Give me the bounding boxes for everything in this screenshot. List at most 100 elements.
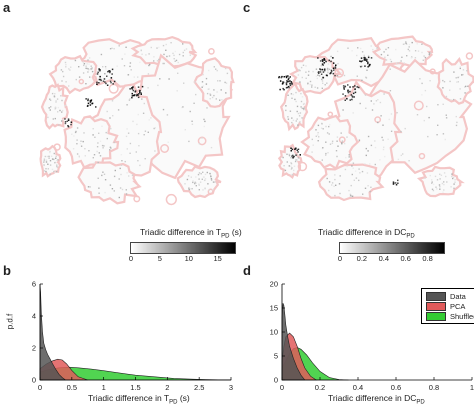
- map-island-outline: [53, 143, 61, 151]
- map-speckle: [383, 146, 385, 148]
- map-speckle: [184, 129, 186, 131]
- map-hotspot: [110, 81, 112, 84]
- map-hotspot: [347, 90, 349, 93]
- map-speckle: [352, 112, 354, 114]
- map-speckle: [299, 121, 301, 123]
- map-region-outline: [277, 143, 303, 180]
- map-hotspot: [282, 87, 284, 90]
- map-speckle: [50, 155, 53, 157]
- map-speckle: [452, 177, 454, 180]
- map-hotspot: [353, 96, 355, 98]
- map-speckle: [358, 65, 361, 67]
- map-hotspot: [285, 76, 288, 79]
- map-speckle: [292, 173, 294, 176]
- map-hotspot: [288, 77, 290, 80]
- map-speckle: [462, 73, 464, 76]
- plot-b-xlabel-suffix: (s): [177, 393, 190, 403]
- map-hotspot: [285, 83, 288, 86]
- map-speckle: [135, 151, 137, 153]
- map-speckle: [296, 154, 298, 156]
- map-speckle: [105, 131, 107, 134]
- map-speckle: [153, 60, 155, 62]
- map-speckle: [162, 108, 165, 111]
- map-speckle: [300, 100, 303, 103]
- map-speckle: [49, 150, 51, 153]
- map-speckle: [149, 63, 151, 66]
- map-speckle: [301, 96, 304, 98]
- map-speckle: [419, 78, 421, 80]
- map-speckle: [390, 113, 393, 115]
- map-hotspot: [286, 80, 288, 82]
- map-hotspot: [366, 58, 368, 61]
- map-speckle: [212, 181, 215, 183]
- colorbar-c: [339, 242, 445, 254]
- map-hotspot: [334, 66, 337, 68]
- map-speckle: [89, 76, 91, 78]
- map-speckle: [340, 132, 342, 134]
- map-speckle: [94, 136, 96, 138]
- map-island-outline: [465, 52, 474, 60]
- plot-b-xlabel-main: Triadic difference in T: [88, 393, 170, 403]
- map-hotspot: [297, 148, 300, 151]
- map-speckle: [282, 156, 284, 159]
- map-speckle: [186, 178, 189, 181]
- map-speckle: [421, 43, 423, 45]
- x-tick-label: 1: [102, 383, 106, 390]
- plot-b-ylabel: p.d.f: [5, 313, 15, 330]
- y-tick-label: 0: [32, 376, 36, 385]
- map-speckle: [461, 74, 463, 76]
- map-speckle: [102, 147, 104, 149]
- map-speckle: [117, 109, 120, 111]
- map-hotspot: [113, 80, 116, 83]
- map-hotspot: [132, 89, 135, 92]
- map-speckle: [64, 61, 67, 64]
- map-speckle: [91, 67, 93, 69]
- map-speckle: [98, 192, 100, 194]
- map-speckle: [300, 66, 303, 69]
- map-speckle: [187, 175, 190, 177]
- map-hotspot: [131, 88, 134, 90]
- map-speckle: [147, 87, 149, 89]
- map-speckle: [139, 164, 141, 167]
- map-speckle: [184, 183, 186, 185]
- map-speckle: [217, 80, 219, 82]
- legend-swatch-pca: [426, 301, 446, 311]
- map-speckle: [327, 63, 330, 65]
- map-speckle: [194, 182, 196, 185]
- map-hotspot: [354, 85, 356, 87]
- legend-item-pca: PCA: [426, 301, 474, 311]
- map-speckle: [109, 149, 111, 151]
- map-speckle: [210, 178, 213, 180]
- map-speckle: [58, 124, 60, 126]
- map-speckle: [118, 196, 120, 199]
- map-speckle: [45, 161, 48, 163]
- legend-item-data: Data: [426, 291, 474, 301]
- map-speckle: [102, 171, 104, 173]
- map-speckle: [318, 75, 321, 77]
- map-speckle: [167, 141, 169, 143]
- map-speckle: [374, 146, 377, 149]
- map-speckle: [87, 71, 89, 73]
- map-speckle: [464, 92, 466, 94]
- map-speckle: [288, 154, 291, 157]
- colorbar-tick-label: 0.8: [422, 254, 433, 263]
- map-speckle: [182, 43, 184, 45]
- map-speckle: [334, 174, 336, 176]
- map-speckle: [74, 131, 77, 134]
- legend-swatch-data: [426, 291, 446, 301]
- map-speckle: [137, 76, 139, 78]
- map-speckle: [365, 76, 367, 78]
- map-speckle: [336, 50, 339, 53]
- map-hotspot: [363, 57, 365, 59]
- map-speckle: [129, 152, 131, 154]
- map-speckle: [82, 140, 84, 143]
- map-speckle: [344, 142, 346, 145]
- map-speckle: [453, 187, 455, 189]
- map-speckle: [408, 43, 411, 46]
- map-speckle: [79, 142, 82, 145]
- map-speckle: [100, 53, 103, 56]
- map-speckle: [441, 182, 444, 185]
- map-speckle: [125, 135, 128, 138]
- map-speckle: [300, 106, 302, 108]
- map-hotspot: [285, 75, 287, 78]
